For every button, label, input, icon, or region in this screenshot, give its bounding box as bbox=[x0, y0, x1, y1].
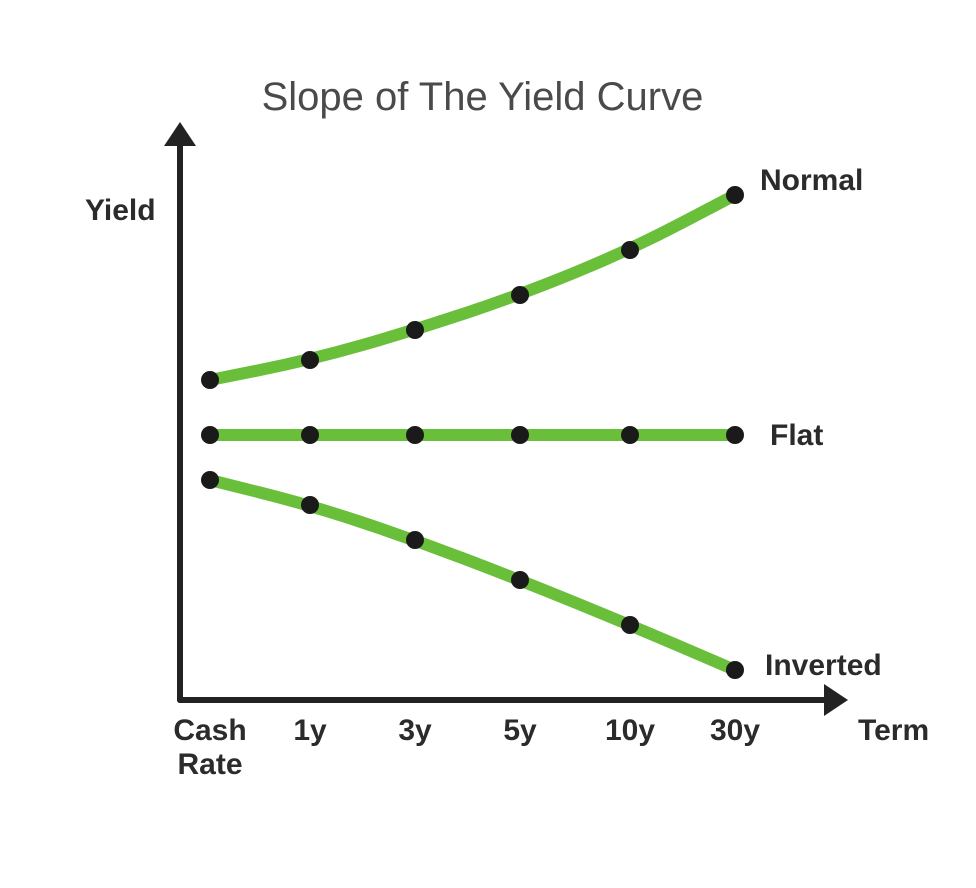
x-tick-4: 10y bbox=[605, 714, 655, 747]
series-label-flat: Flat bbox=[770, 419, 823, 452]
marker-normal-3 bbox=[511, 286, 529, 304]
marker-flat-4 bbox=[621, 426, 639, 444]
marker-flat-1 bbox=[301, 426, 319, 444]
marker-normal-4 bbox=[621, 241, 639, 259]
marker-normal-0 bbox=[201, 371, 219, 389]
marker-flat-2 bbox=[406, 426, 424, 444]
marker-inverted-1 bbox=[301, 496, 319, 514]
series-label-normal: Normal bbox=[760, 164, 863, 197]
x-tick-sub-0: Rate bbox=[177, 748, 242, 781]
marker-flat-3 bbox=[511, 426, 529, 444]
marker-normal-2 bbox=[406, 321, 424, 339]
marker-inverted-4 bbox=[621, 616, 639, 634]
x-tick-5: 30y bbox=[710, 714, 760, 747]
marker-inverted-3 bbox=[511, 571, 529, 589]
x-tick-0: Cash bbox=[173, 714, 246, 747]
marker-normal-1 bbox=[301, 351, 319, 369]
marker-flat-0 bbox=[201, 426, 219, 444]
marker-inverted-0 bbox=[201, 471, 219, 489]
marker-inverted-2 bbox=[406, 531, 424, 549]
x-tick-2: 3y bbox=[398, 714, 432, 747]
chart-title: Slope of The Yield Curve bbox=[262, 75, 704, 119]
marker-flat-5 bbox=[726, 426, 744, 444]
y-axis-label: Yield bbox=[85, 194, 156, 227]
marker-inverted-5 bbox=[726, 661, 744, 679]
x-axis-end-label: Term bbox=[858, 714, 929, 747]
yield-curve-chart: Slope of The Yield Curve Yield Normal Flat I… bbox=[0, 0, 976, 888]
chart-bg bbox=[0, 0, 976, 888]
chart-svg: Slope of The Yield Curve Yield Normal Flat I… bbox=[0, 0, 976, 888]
x-tick-1: 1y bbox=[293, 714, 327, 747]
marker-normal-5 bbox=[726, 186, 744, 204]
x-tick-3: 5y bbox=[503, 714, 537, 747]
series-label-inverted: Inverted bbox=[765, 649, 882, 682]
